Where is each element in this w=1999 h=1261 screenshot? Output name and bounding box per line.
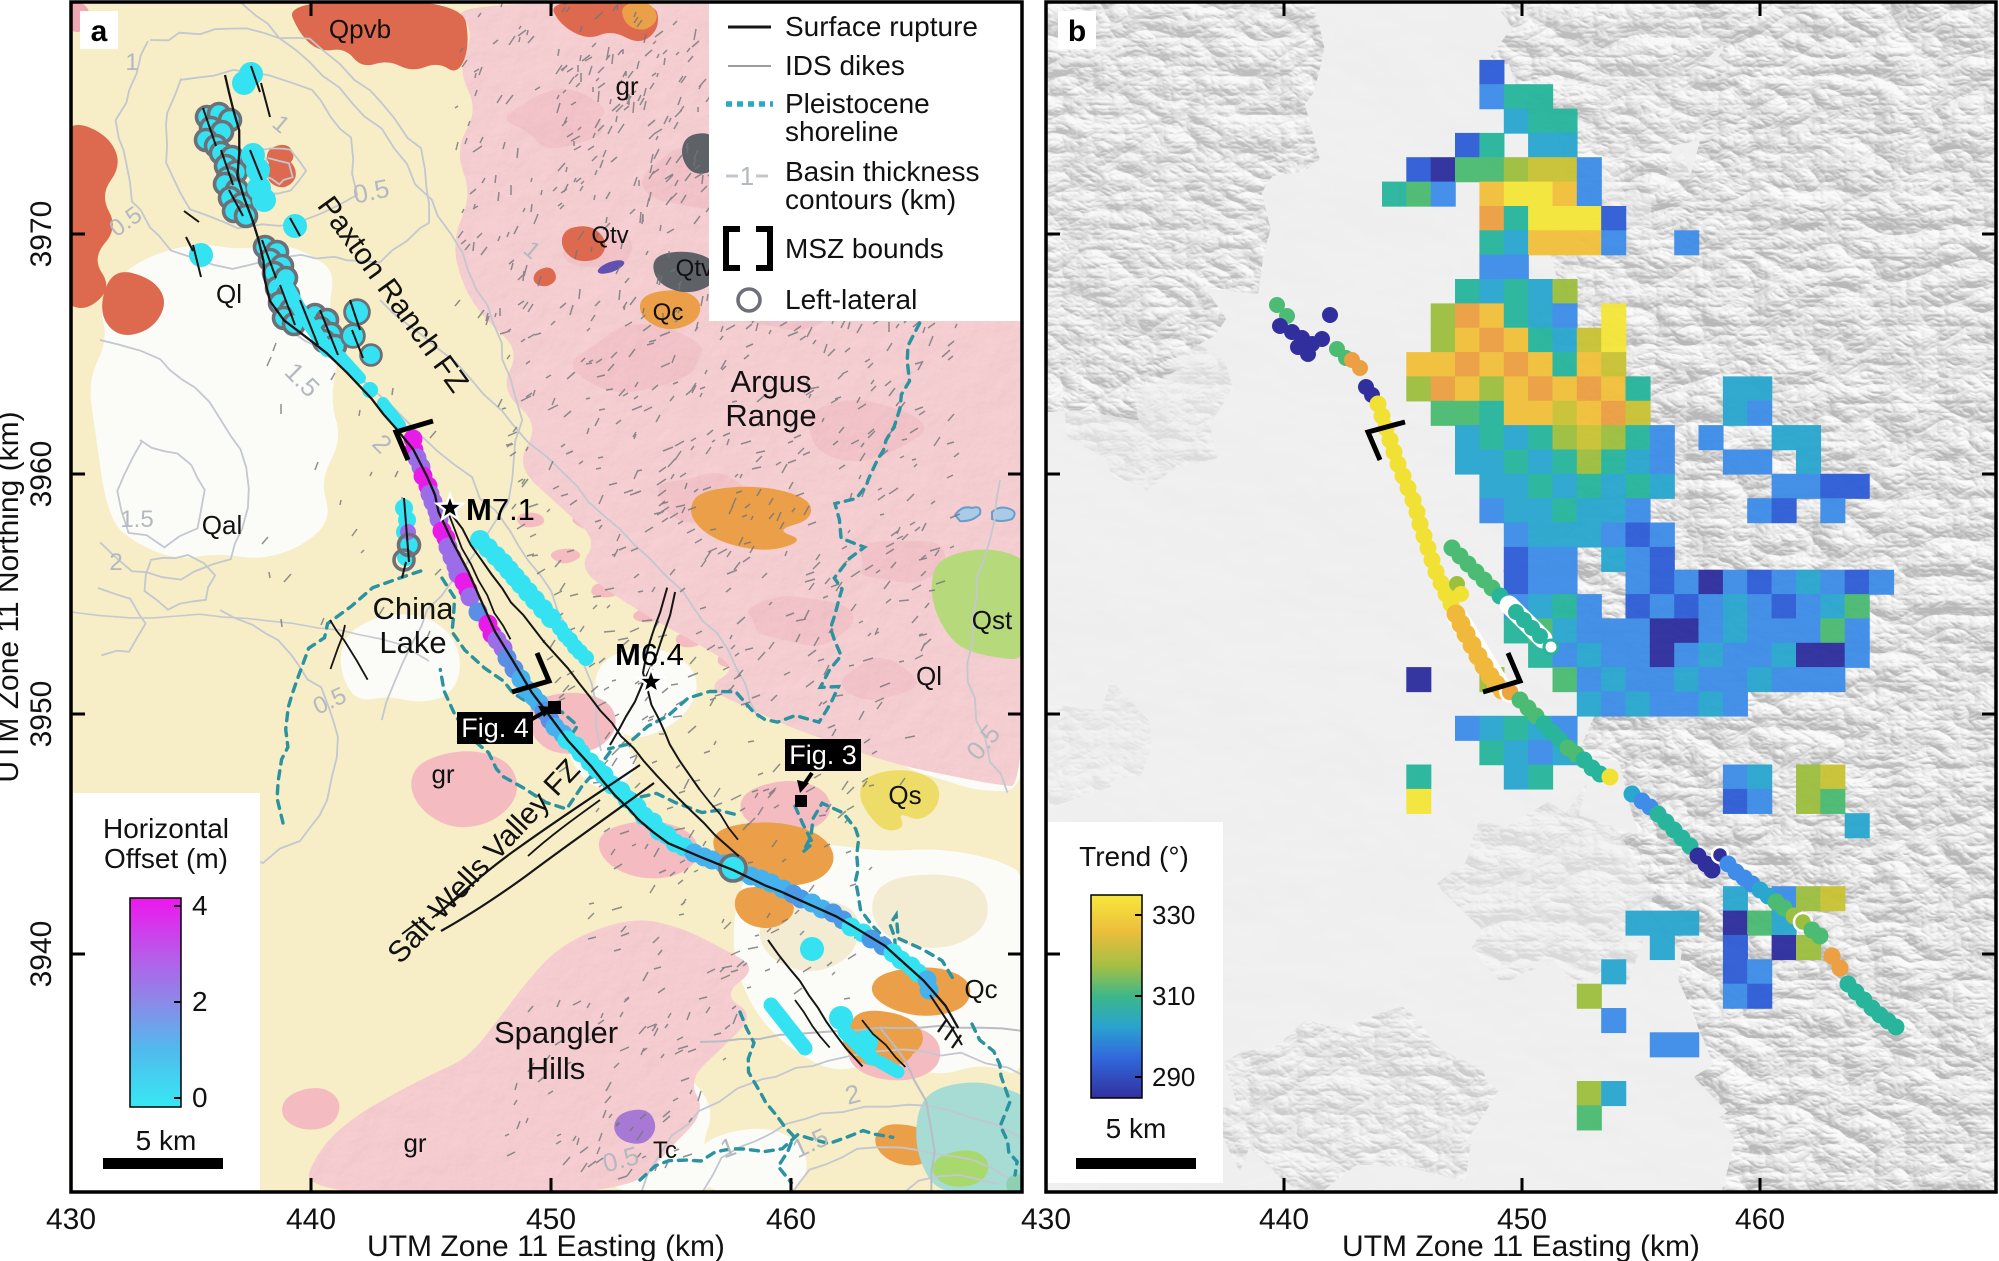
svg-text:Tc: Tc xyxy=(653,1137,677,1164)
svg-text:0.5: 0.5 xyxy=(350,173,392,210)
svg-text:MSZ bounds: MSZ bounds xyxy=(785,233,944,264)
svg-text:UTM Zone 11 Easting (km): UTM Zone 11 Easting (km) xyxy=(367,1230,725,1261)
svg-text:3950: 3950 xyxy=(25,681,58,748)
svg-text:290: 290 xyxy=(1152,1062,1195,1092)
svg-text:4: 4 xyxy=(192,890,208,921)
svg-text:M6.4: M6.4 xyxy=(615,637,684,672)
svg-text:Argus: Argus xyxy=(731,364,812,399)
svg-text:450: 450 xyxy=(526,1203,576,1236)
svg-text:Qst: Qst xyxy=(972,605,1013,635)
svg-text:gr: gr xyxy=(431,759,454,789)
svg-text:1.5: 1.5 xyxy=(120,506,153,533)
svg-text:1: 1 xyxy=(740,161,754,191)
svg-text:450: 450 xyxy=(1497,1203,1547,1236)
svg-text:Offset (m): Offset (m) xyxy=(104,843,228,874)
svg-text:460: 460 xyxy=(766,1203,816,1236)
svg-text:UTM Zone 11 Easting (km): UTM Zone 11 Easting (km) xyxy=(1342,1230,1700,1261)
svg-text:310: 310 xyxy=(1152,981,1195,1011)
svg-text:Fig. 4: Fig. 4 xyxy=(461,713,529,743)
svg-text:a: a xyxy=(91,15,108,48)
svg-text:0: 0 xyxy=(192,1082,208,1113)
svg-text:UTM Zone 11 Northing (km): UTM Zone 11 Northing (km) xyxy=(0,411,25,782)
svg-text:Qc: Qc xyxy=(653,299,684,326)
svg-text:Surface rupture: Surface rupture xyxy=(785,11,978,42)
svg-text:China: China xyxy=(373,591,455,626)
svg-text:Qtv: Qtv xyxy=(591,222,628,249)
svg-text:3970: 3970 xyxy=(25,201,58,268)
svg-text:Basin thickness: Basin thickness xyxy=(785,156,980,187)
svg-text:shoreline: shoreline xyxy=(785,116,899,147)
svg-text:Hills: Hills xyxy=(527,1051,586,1086)
svg-text:contours (km): contours (km) xyxy=(785,184,956,215)
svg-text:Lake: Lake xyxy=(379,625,446,660)
svg-text:440: 440 xyxy=(1259,1203,1309,1236)
svg-text:Range: Range xyxy=(725,398,816,433)
svg-text:M7.1: M7.1 xyxy=(466,492,535,527)
svg-text:b: b xyxy=(1068,15,1086,48)
svg-text:Horizontal: Horizontal xyxy=(103,813,229,844)
svg-text:Pleistocene: Pleistocene xyxy=(785,88,930,119)
svg-text:Ql: Ql xyxy=(216,279,242,309)
svg-text:gr: gr xyxy=(615,71,638,101)
svg-text:2: 2 xyxy=(109,549,122,576)
svg-text:Spangler: Spangler xyxy=(494,1015,618,1050)
svg-text:440: 440 xyxy=(286,1203,336,1236)
svg-text:2: 2 xyxy=(192,986,208,1017)
svg-text:IDS dikes: IDS dikes xyxy=(785,50,905,81)
svg-text:Qpvb: Qpvb xyxy=(329,14,391,44)
svg-text:Left-lateral: Left-lateral xyxy=(785,284,917,315)
svg-text:Ql: Ql xyxy=(916,661,942,691)
svg-text:1: 1 xyxy=(125,49,138,76)
svg-text:3960: 3960 xyxy=(25,441,58,508)
svg-text:330: 330 xyxy=(1152,900,1195,930)
svg-text:5 km: 5 km xyxy=(136,1125,197,1156)
svg-text:Trend (°): Trend (°) xyxy=(1079,841,1189,872)
svg-text:Qc: Qc xyxy=(964,974,997,1004)
svg-text:430: 430 xyxy=(1021,1203,1071,1236)
svg-text:Qal: Qal xyxy=(202,510,242,540)
svg-text:gr: gr xyxy=(403,1128,426,1158)
svg-text:430: 430 xyxy=(46,1203,96,1236)
svg-text:3940: 3940 xyxy=(25,921,58,988)
svg-text:Qs: Qs xyxy=(888,780,921,810)
svg-text:5 km: 5 km xyxy=(1106,1113,1167,1144)
svg-text:Fig. 3: Fig. 3 xyxy=(789,740,857,770)
svg-text:460: 460 xyxy=(1735,1203,1785,1236)
